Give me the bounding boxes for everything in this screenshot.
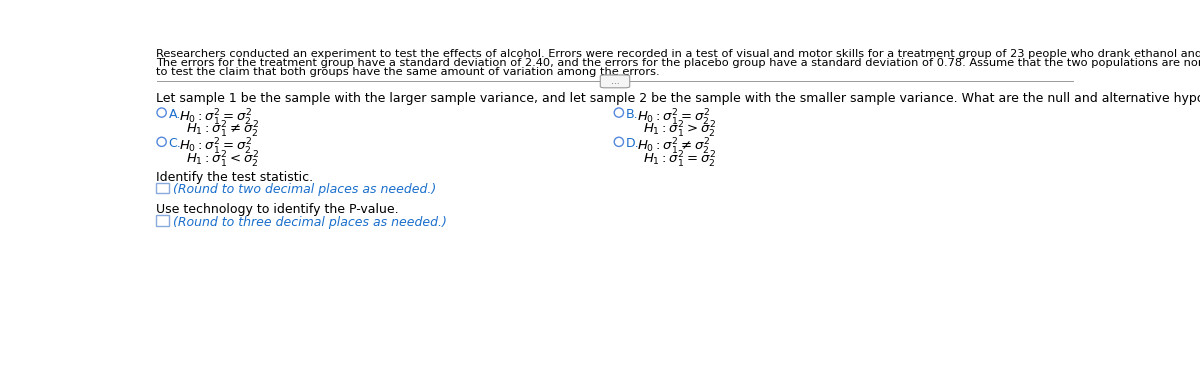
Text: $H_1: \sigma_1^2 > \sigma_2^2$: $H_1: \sigma_1^2 > \sigma_2^2$ xyxy=(643,120,716,140)
FancyBboxPatch shape xyxy=(156,215,168,226)
Text: $H_0: \sigma_1^2 = \sigma_2^2$: $H_0: \sigma_1^2 = \sigma_2^2$ xyxy=(180,137,253,157)
Text: Let sample 1 be the sample with the larger sample variance, and let sample 2 be : Let sample 1 be the sample with the larg… xyxy=(156,92,1200,105)
Text: ...: ... xyxy=(611,76,619,86)
Text: B.: B. xyxy=(626,108,638,121)
Text: Use technology to identify the P-value.: Use technology to identify the P-value. xyxy=(156,203,398,217)
Text: $H_0: \sigma_1^2 = \sigma_2^2$: $H_0: \sigma_1^2 = \sigma_2^2$ xyxy=(180,108,253,128)
Text: to test the claim that both groups have the same amount of variation among the e: to test the claim that both groups have … xyxy=(156,67,660,77)
FancyBboxPatch shape xyxy=(600,75,630,88)
Text: $H_0: \sigma_1^2 \neq \sigma_2^2$: $H_0: \sigma_1^2 \neq \sigma_2^2$ xyxy=(637,137,710,157)
Text: $H_0: \sigma_1^2 = \sigma_2^2$: $H_0: \sigma_1^2 = \sigma_2^2$ xyxy=(637,108,710,128)
Text: The errors for the treatment group have a standard deviation of 2.40, and the er: The errors for the treatment group have … xyxy=(156,58,1200,68)
Text: $H_1: \sigma_1^2 \neq \sigma_2^2$: $H_1: \sigma_1^2 \neq \sigma_2^2$ xyxy=(186,120,259,140)
Text: $H_1: \sigma_1^2 = \sigma_2^2$: $H_1: \sigma_1^2 = \sigma_2^2$ xyxy=(643,149,716,170)
Text: Identify the test statistic.: Identify the test statistic. xyxy=(156,171,313,184)
Text: Researchers conducted an experiment to test the effects of alcohol. Errors were : Researchers conducted an experiment to t… xyxy=(156,49,1200,59)
Text: (Round to two decimal places as needed.): (Round to two decimal places as needed.) xyxy=(173,184,437,196)
Text: C.: C. xyxy=(168,137,181,150)
Text: D.: D. xyxy=(626,137,640,150)
Text: (Round to three decimal places as needed.): (Round to three decimal places as needed… xyxy=(173,216,448,229)
FancyBboxPatch shape xyxy=(156,183,168,193)
Text: A.: A. xyxy=(168,108,181,121)
Text: $H_1: \sigma_1^2 < \sigma_2^2$: $H_1: \sigma_1^2 < \sigma_2^2$ xyxy=(186,149,259,170)
